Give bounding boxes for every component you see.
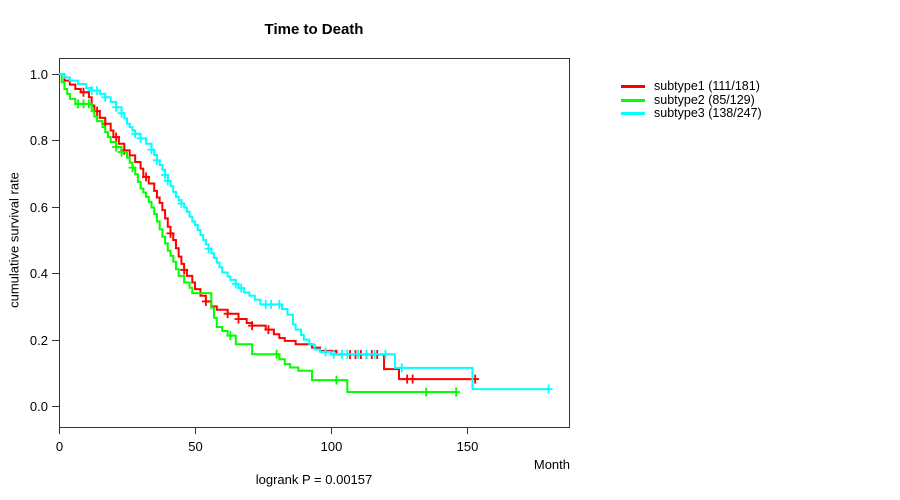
legend-line-swatch-subtype1 [621, 85, 645, 89]
legend-label: subtype1 (111/181) [654, 79, 760, 93]
y-tick-label: 1.0 [30, 67, 48, 82]
y-axis-title: cumulative survival rate [6, 172, 22, 308]
x-tick-label: 50 [188, 439, 202, 454]
logrank-p-annotation: logrank P = 0.00157 [255, 472, 373, 487]
y-tick-label: 0.0 [30, 399, 48, 414]
legend: subtype1 (111/181) subtype2 (85/129) sub… [621, 79, 762, 121]
x-tick-label: 0 [56, 439, 63, 454]
legend-line-swatch-subtype2 [621, 98, 645, 102]
x-axis-title: Month [533, 457, 570, 472]
legend-item: subtype3 (138/247) [621, 106, 762, 121]
y-tick-label: 0.4 [30, 266, 48, 281]
survival-curve-subtype2 [59, 73, 457, 394]
x-tick-label: 100 [321, 439, 343, 454]
legend-label: subtype3 (138/247) [654, 106, 762, 120]
legend-line-swatch-subtype3 [621, 112, 645, 116]
plot-box [59, 58, 570, 428]
chart-title: Time to Death [264, 21, 364, 38]
y-tick-label: 0.8 [30, 133, 48, 148]
y-tick-label: 0.6 [30, 200, 48, 215]
survival-curve-subtype1 [59, 73, 477, 381]
survival-curve-subtype3 [59, 73, 549, 391]
legend-item: subtype1 (111/181) [621, 79, 762, 94]
x-tick-label: 150 [457, 439, 479, 454]
legend-label: subtype2 (85/129) [654, 92, 755, 107]
legend-item: subtype2 (85/129) [621, 92, 762, 108]
y-tick-label: 0.2 [30, 333, 48, 348]
